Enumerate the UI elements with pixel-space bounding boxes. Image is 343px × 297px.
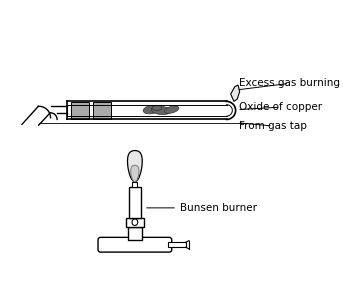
Text: From gas tap: From gas tap — [239, 121, 307, 131]
Ellipse shape — [165, 106, 179, 113]
Ellipse shape — [143, 105, 159, 114]
FancyBboxPatch shape — [98, 237, 172, 252]
Polygon shape — [128, 151, 142, 182]
Bar — [93, 102, 111, 119]
Bar — [128, 227, 142, 240]
Text: Oxide of copper: Oxide of copper — [239, 102, 322, 112]
Bar — [71, 102, 89, 119]
Bar — [132, 182, 137, 187]
Bar — [129, 187, 141, 218]
Bar — [126, 218, 144, 227]
Ellipse shape — [152, 105, 162, 110]
Bar — [168, 242, 186, 247]
Text: Excess gas burning: Excess gas burning — [239, 78, 340, 90]
Polygon shape — [231, 85, 240, 101]
Polygon shape — [131, 165, 139, 182]
Ellipse shape — [132, 219, 138, 225]
Ellipse shape — [151, 106, 171, 115]
Text: Bunsen burner: Bunsen burner — [147, 203, 257, 213]
